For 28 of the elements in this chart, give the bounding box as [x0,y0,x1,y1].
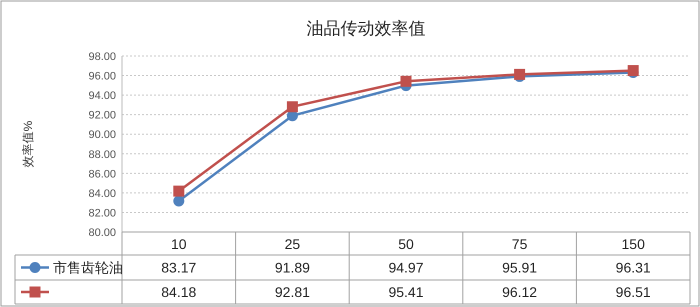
x-tick-label: 150 [622,236,646,252]
y-axis-title: 效率值% [21,120,35,168]
data-label: 83.17 [161,260,197,276]
data-label: 84.18 [161,284,197,300]
data-label: 91.89 [274,260,310,276]
y-tick-label: 94.00 [88,90,116,102]
data-label: 95.91 [502,260,538,276]
y-tick-label: 92.00 [88,110,116,122]
y-tick-label: 80.00 [88,227,116,239]
x-tick-label: 25 [284,236,300,252]
y-tick-label: 88.00 [88,148,116,161]
y-tick-label: 98.00 [88,51,116,63]
y-tick-label: 86.00 [88,168,116,180]
y-tick-label: 90.00 [88,129,116,142]
x-tick-label: 50 [398,236,414,252]
y-tick-label: 84.00 [88,188,116,200]
y-tick-label: 96.00 [88,70,116,83]
data-label: 92.81 [274,284,310,300]
x-tick-label: 75 [512,236,528,252]
data-label: 96.51 [616,284,651,300]
data-label: 96.31 [616,260,651,276]
chart-title: 油品传动效率值 [306,19,426,38]
y-tick-label: 82.00 [88,207,116,220]
data-label: 96.12 [502,284,538,300]
data-label: 95.41 [388,284,424,300]
data-label: 94.97 [388,260,424,276]
legend-label: 市售齿轮油 [53,260,123,276]
x-tick-label: 10 [171,236,187,252]
